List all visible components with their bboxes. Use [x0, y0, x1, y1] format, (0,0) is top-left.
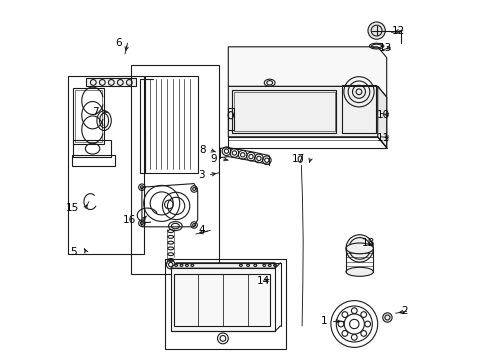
- Bar: [72, 155, 115, 166]
- Text: 9: 9: [210, 154, 217, 164]
- Text: 16: 16: [123, 215, 136, 225]
- Text: 4: 4: [198, 225, 204, 235]
- Ellipse shape: [346, 267, 373, 276]
- Text: 12: 12: [391, 26, 404, 36]
- Bar: [86, 78, 136, 86]
- Bar: [73, 88, 104, 144]
- Polygon shape: [170, 263, 275, 268]
- Text: 18: 18: [361, 238, 374, 248]
- Bar: [233, 92, 334, 131]
- Bar: [131, 65, 219, 274]
- Text: 8: 8: [199, 145, 205, 156]
- Circle shape: [382, 313, 391, 322]
- Bar: [227, 108, 234, 130]
- Text: 11: 11: [376, 132, 389, 143]
- Circle shape: [367, 22, 385, 39]
- Bar: [165, 259, 285, 349]
- Text: 6: 6: [115, 38, 121, 48]
- Bar: [75, 90, 102, 142]
- Bar: [341, 85, 375, 133]
- Text: 1: 1: [320, 316, 326, 326]
- Bar: [145, 76, 197, 173]
- Text: 17: 17: [291, 154, 305, 164]
- Circle shape: [346, 235, 373, 262]
- Text: 10: 10: [376, 110, 389, 120]
- Text: 13: 13: [378, 42, 391, 53]
- Polygon shape: [228, 47, 386, 97]
- Text: 15: 15: [65, 203, 79, 213]
- Ellipse shape: [346, 243, 373, 254]
- Text: 14: 14: [256, 276, 269, 286]
- Polygon shape: [170, 268, 275, 331]
- Bar: [231, 90, 336, 133]
- Text: 2: 2: [401, 306, 407, 316]
- Polygon shape: [377, 86, 386, 148]
- Bar: [174, 274, 269, 326]
- Text: 7: 7: [92, 107, 99, 117]
- Polygon shape: [228, 86, 386, 148]
- Text: 5: 5: [70, 247, 77, 257]
- Bar: [73, 140, 111, 157]
- Text: 3: 3: [198, 170, 204, 180]
